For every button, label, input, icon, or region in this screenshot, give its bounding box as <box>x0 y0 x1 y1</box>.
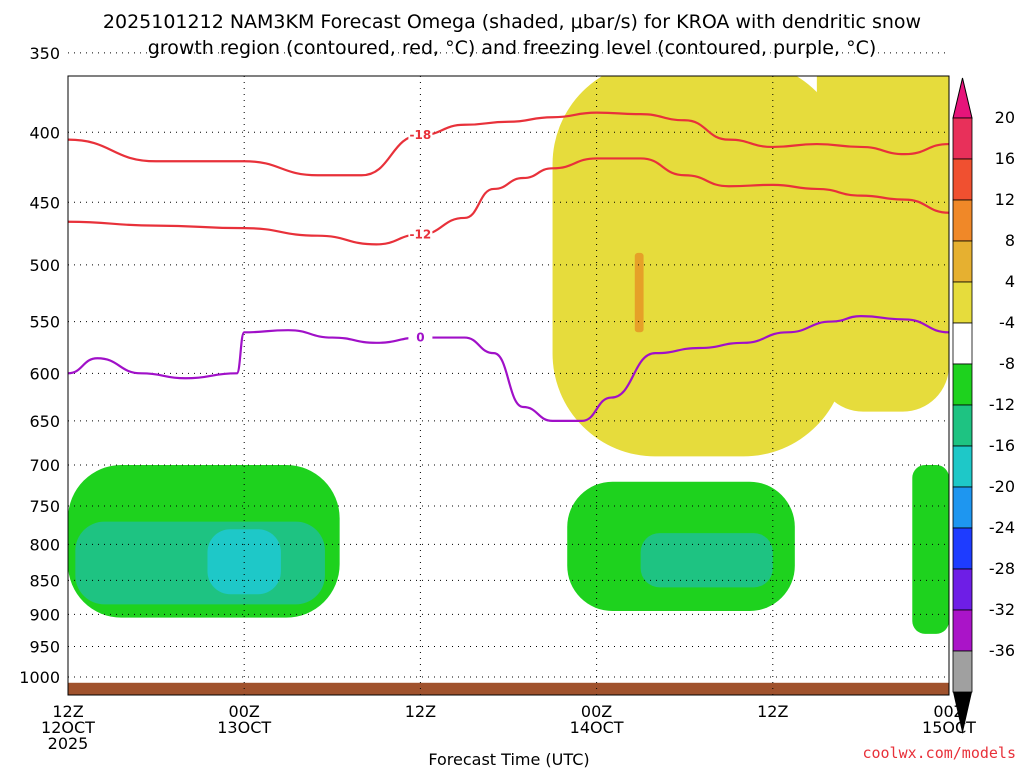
colorbar-swatch-5 <box>952 322 973 365</box>
colorbar-label-9: -20 <box>989 477 1015 496</box>
omega-shading <box>68 76 949 695</box>
contour-label-bg-2 <box>408 330 433 345</box>
colorbar-swatch-0 <box>952 117 973 160</box>
y-tick-label-750: 750 <box>29 497 60 516</box>
contour-0 <box>68 111 949 177</box>
omega-region-7 <box>816 76 949 412</box>
temperature-contours: -18 -12 0 <box>68 111 949 422</box>
x-tick-label-60-1: 15OCT <box>922 718 976 737</box>
contour-label-2: 0 <box>416 331 424 345</box>
y-tick-label-650: 650 <box>29 412 60 431</box>
x-axis-label: Forecast Time (UTC) <box>428 750 589 768</box>
x-tick-label-12-0: 00Z <box>229 702 260 721</box>
y-tick-label-600: 600 <box>29 364 60 383</box>
y-tick-label-400: 400 <box>29 123 60 142</box>
colorbar-label-2: 12 <box>995 190 1015 209</box>
chart-title-line-2: growth region (contoured, red, °C) and f… <box>148 37 877 59</box>
omega-region-9 <box>634 252 644 333</box>
x-tick-label-36-1: 14OCT <box>570 718 624 737</box>
colorbar-swatch-7 <box>952 404 973 447</box>
colorbar-label-3: 8 <box>1005 231 1015 250</box>
contour-label-0: -18 <box>410 128 432 142</box>
omega-region-1 <box>75 521 325 605</box>
plot-frame <box>67 75 950 696</box>
colorbar-swatch-13 <box>952 650 973 693</box>
y-tick-label-450: 450 <box>29 193 60 212</box>
x-tick-label-0-2: 2025 <box>48 734 89 753</box>
y-tick-label-500: 500 <box>29 256 60 275</box>
omega-region-6 <box>552 76 847 457</box>
y-tick-label-700: 700 <box>29 456 60 475</box>
colorbar-label-6: -8 <box>999 354 1015 373</box>
y-tick-label-1000: 1000 <box>19 668 60 687</box>
colorbar-label-11: -28 <box>989 559 1015 578</box>
colorbar-label-1: 16 <box>995 149 1015 168</box>
colorbar: 20 16 12 8 4 -4 -8 -12 -16 -20 -24 -28 -32 -36 <box>952 77 1015 734</box>
colorbar-bottom-arrow <box>953 692 972 734</box>
colorbar-swatch-6 <box>952 363 973 406</box>
colorbar-label-13: -36 <box>989 641 1015 660</box>
colorbar-swatch-2 <box>952 199 973 242</box>
contour-label-1: -12 <box>410 227 432 241</box>
colorbar-label-10: -24 <box>989 518 1015 537</box>
omega-region-4 <box>640 533 773 588</box>
colorbar-swatch-11 <box>952 568 973 611</box>
colorbar-swatch-9 <box>952 486 973 529</box>
contour-2 <box>68 315 949 422</box>
colorbar-swatch-4 <box>952 281 973 324</box>
colorbar-label-5: -4 <box>999 313 1015 332</box>
footer-credit: coolwx.com/models <box>862 744 1016 762</box>
colorbar-swatch-1 <box>952 158 973 201</box>
y-axis: 2503003504004505005506006507007508008509… <box>19 44 60 687</box>
omega-region-5 <box>912 464 949 634</box>
colorbar-swatch-10 <box>952 527 973 570</box>
colorbar-label-0: 20 <box>995 108 1015 127</box>
y-tick-label-900: 900 <box>29 605 60 624</box>
x-tick-label-24-0: 12Z <box>405 702 436 721</box>
y-tick-label-800: 800 <box>29 535 60 554</box>
x-tick-label-0-1: 12OCT <box>41 718 95 737</box>
contour-label-bg-1 <box>408 227 433 242</box>
ground-band <box>68 682 949 695</box>
colorbar-label-4: 4 <box>1005 272 1015 291</box>
colorbar-swatch-3 <box>952 240 973 283</box>
contour-1 <box>68 157 949 246</box>
contour-label-bg-0 <box>408 128 433 143</box>
x-tick-label-48-0: 12Z <box>757 702 788 721</box>
colorbar-top-arrow <box>952 77 973 119</box>
colorbar-label-7: -12 <box>989 395 1015 414</box>
chart-title-line-1: 2025101212 NAM3KM Forecast Omega (shaded… <box>103 11 921 33</box>
colorbar-label-8: -16 <box>989 436 1015 455</box>
omega-region-2 <box>207 529 281 595</box>
colorbar-label-12: -32 <box>989 600 1015 619</box>
y-tick-label-550: 550 <box>29 313 60 332</box>
x-tick-label-12-1: 13OCT <box>217 718 271 737</box>
x-tick-label-0-0: 12Z <box>52 702 83 721</box>
colorbar-swatch-12 <box>952 609 973 652</box>
y-tick-label-950: 950 <box>29 638 60 657</box>
y-tick-label-350: 350 <box>29 44 60 63</box>
colorbar-swatch-8 <box>952 445 973 488</box>
x-tick-label-36-0: 00Z <box>581 702 612 721</box>
y-tick-label-850: 850 <box>29 571 60 590</box>
